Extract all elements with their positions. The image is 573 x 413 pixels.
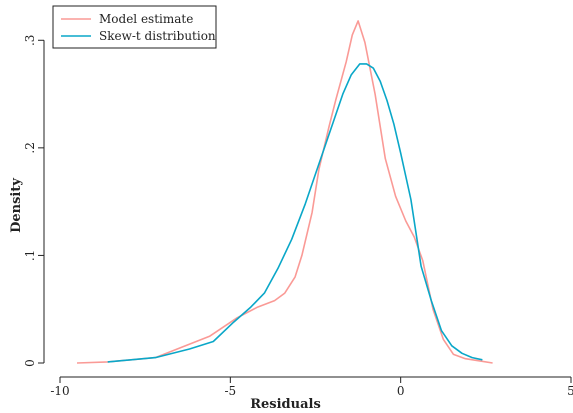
x-tick-label: 0 — [397, 384, 405, 398]
y-tick-label: 0 — [23, 359, 37, 367]
legend-label: Model estimate — [99, 12, 193, 26]
x-tick-label: -5 — [224, 384, 236, 398]
y-axis-title: Density — [9, 178, 24, 233]
legend-label: Skew-t distribution — [99, 29, 216, 43]
y-tick-label: .1 — [23, 250, 37, 261]
x-tick-label: -10 — [50, 384, 69, 398]
y-tick-label: .3 — [23, 35, 37, 46]
legend-box — [52, 5, 217, 49]
series-line-1 — [76, 20, 493, 364]
axes: -10 -5 0 5 0 .1 .2 .3 — [23, 35, 573, 398]
y-tick-label: .2 — [23, 142, 37, 153]
plot-frame — [44, 8, 571, 372]
x-axis-title: Residuals — [250, 397, 321, 412]
x-tick-label: 5 — [567, 384, 573, 398]
series-line-2 — [107, 63, 483, 363]
legend: Model estimate Skew-t distribution — [52, 5, 217, 49]
series-layer — [76, 20, 493, 364]
